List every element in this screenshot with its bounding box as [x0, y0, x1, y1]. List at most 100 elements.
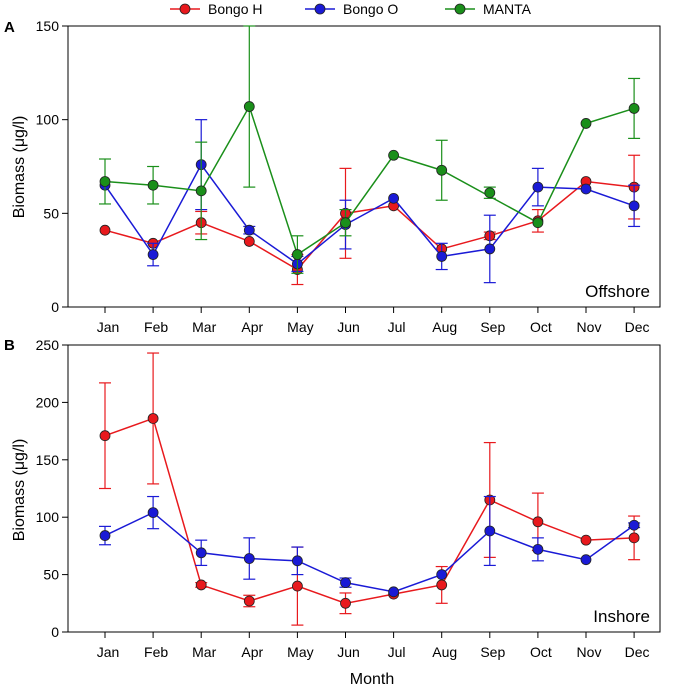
panel-a-point-bongo-o: [243, 224, 255, 236]
legend: Bongo H Bongo O MANTA: [170, 1, 532, 17]
panel-b-letter: B: [4, 337, 15, 354]
legend-marker-manta: [454, 3, 466, 15]
panel-b-x-axis: Jan Feb Mar Apr May Jun Jul Aug Sep Oct Nov Dec: [97, 632, 650, 660]
panel-a-xtick-label: Apr: [241, 319, 263, 335]
panel-b-ytick-label: 150: [36, 452, 60, 468]
legend-marker-bongo-o: [314, 3, 326, 15]
panel-a-point-manta: [291, 249, 303, 260]
legend-marker-bongo-h: [179, 3, 191, 15]
panel-a-xtick-label: Jun: [337, 319, 360, 335]
panel-a-xtick-label: Mar: [192, 319, 216, 335]
panel-b-point-bongo-h: [99, 430, 111, 442]
panel-b-point-bongo-o: [580, 554, 592, 566]
panel-a-xtick-label: Oct: [530, 319, 552, 335]
panel-b-point-bongo-h: [532, 516, 544, 528]
panel-a-xtick-label: Sep: [480, 319, 505, 335]
panel-a-point-manta: [99, 176, 111, 187]
panel-a-xtick-label: Jul: [388, 319, 406, 335]
legend-label-bongo-o: Bongo O: [343, 1, 398, 17]
panel-b-point-bongo-h: [340, 597, 351, 609]
panel-a-point-manta: [388, 149, 400, 161]
panel-b-y-axis: 0 50 100 150 200 250: [36, 337, 68, 640]
panel-b-xtick-label: Dec: [625, 644, 650, 660]
panel-a-point-bongo-h: [243, 236, 255, 247]
legend-label-bongo-h: Bongo H: [208, 1, 262, 17]
panel-b-point-bongo-h: [195, 579, 207, 591]
panel-a-point-manta: [340, 217, 351, 229]
panel-a-point-manta: [436, 164, 448, 176]
panel-b-xtick-label: Jan: [97, 644, 120, 660]
panel-b-xtick-label: Mar: [192, 644, 216, 660]
panel-a-point-bongo-o: [484, 243, 496, 255]
panel-b-xtick-label: Jul: [388, 644, 406, 660]
panel-b-ytick-label: 50: [43, 567, 59, 583]
panel-b: B Biomass (μg/l) 0 50 100 150 200 250 Jan Feb M…: [4, 337, 661, 660]
panel-b-point-bongo-o: [243, 553, 255, 564]
panel-b-xtick-label: Jun: [337, 644, 360, 660]
panel-a-series: [99, 25, 641, 286]
panel-a-xtick-label: Nov: [577, 319, 602, 335]
panel-a-point-manta: [484, 187, 496, 199]
panel-a-annotation: Offshore: [585, 282, 650, 301]
panel-b-point-bongo-h: [147, 413, 159, 424]
panel-b-xtick-label: May: [287, 644, 313, 660]
panel-a-point-bongo-o: [628, 200, 640, 212]
panel-a-series-bongo-o: [99, 119, 641, 284]
panel-b-point-bongo-o: [99, 530, 111, 541]
panel-a-xtick-label: Feb: [144, 319, 168, 335]
panel-b-point-bongo-o: [388, 586, 400, 598]
panel-b-point-bongo-h: [436, 579, 448, 591]
panel-b-series-bongo-o: [99, 495, 641, 598]
panel-b-point-bongo-h: [580, 534, 592, 546]
panel-b-point-bongo-o: [195, 547, 207, 559]
panel-a-line-bongo-h: [104, 180, 635, 271]
panel-a-line-manta: [104, 104, 635, 256]
panel-a-ytick-label: 100: [36, 112, 60, 128]
panel-b-xtick-label: Aug: [432, 644, 457, 660]
panel-a: A Biomass (μg/l) 0 50 100 150 Jan Feb Mar Apr M…: [4, 18, 661, 335]
panel-a-xtick-label: Aug: [432, 319, 457, 335]
panel-b-point-bongo-h: [291, 580, 303, 592]
panel-a-point-manta: [628, 103, 640, 114]
x-axis-label: Month: [350, 671, 394, 688]
panel-b-point-bongo-h: [628, 532, 640, 544]
panel-a-series-manta: [99, 25, 641, 274]
panel-a-point-bongo-o: [580, 183, 592, 195]
panel-b-ytick-label: 100: [36, 509, 60, 525]
panel-b-series: [99, 352, 641, 626]
panel-b-point-bongo-o: [436, 569, 448, 580]
panel-b-series-bongo-h: [99, 352, 641, 626]
panel-a-xtick-label: Dec: [625, 319, 650, 335]
panel-b-xtick-label: Sep: [480, 644, 505, 660]
panel-a-y-axis: 0 50 100 150: [36, 18, 68, 315]
panel-a-point-manta: [195, 185, 207, 197]
panel-a-point-bongo-o: [532, 181, 544, 193]
panel-b-point-bongo-h: [243, 595, 255, 607]
panel-a-point-bongo-o: [436, 251, 448, 262]
panel-a-ytick-label: 0: [51, 299, 59, 315]
panel-a-point-manta: [147, 179, 159, 191]
panel-b-point-bongo-o: [147, 507, 159, 519]
panel-b-point-bongo-o: [532, 543, 544, 555]
panel-b-xtick-label: Feb: [144, 644, 168, 660]
panel-a-series-bongo-h: [99, 154, 641, 286]
panel-a-point-bongo-o: [147, 249, 159, 260]
panel-b-xtick-label: Oct: [530, 644, 552, 660]
panel-a-point-manta: [243, 101, 255, 112]
panel-b-point-bongo-o: [340, 577, 351, 589]
panel-b-ytick-label: 250: [36, 337, 60, 353]
panel-a-letter: A: [4, 19, 15, 36]
panel-a-xtick-label: May: [287, 319, 313, 335]
panel-a-point-manta: [580, 118, 592, 129]
panel-b-annotation: Inshore: [593, 607, 650, 626]
panel-b-point-bongo-o: [484, 525, 496, 537]
panel-b-line-bongo-h: [104, 417, 635, 605]
panel-b-ylabel: Biomass (μg/l): [11, 439, 28, 542]
panel-a-point-manta: [532, 217, 544, 229]
panel-a-ytick-label: 150: [36, 18, 60, 34]
panel-b-point-bongo-o: [291, 555, 303, 567]
panel-b-line-bongo-o: [104, 511, 635, 593]
panel-a-line-bongo-o: [104, 163, 635, 265]
panel-b-xtick-label: Apr: [241, 644, 263, 660]
